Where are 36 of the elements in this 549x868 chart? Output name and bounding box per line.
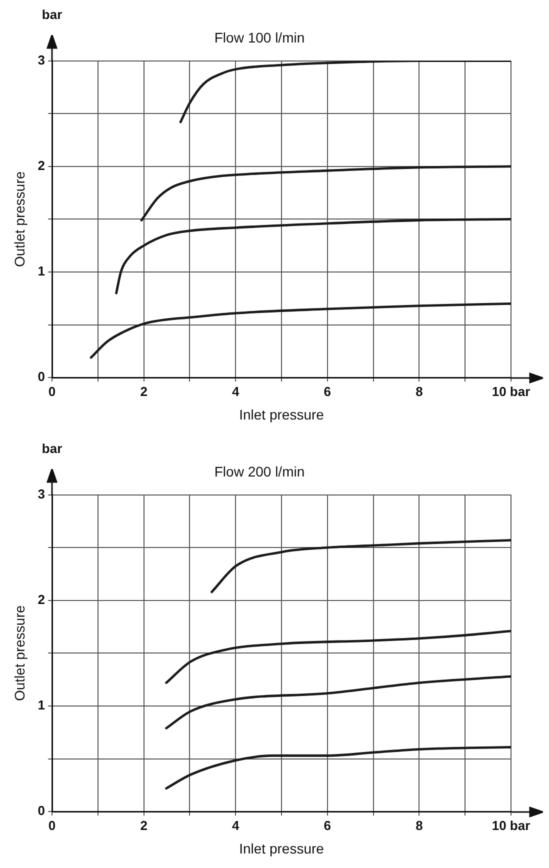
x-tick-label: 0 bbox=[48, 818, 56, 833]
x-tick-label: 6 bbox=[324, 818, 332, 833]
x-tick-label: 2 bbox=[140, 818, 148, 833]
chart-title: Flow 100 l/min bbox=[214, 29, 305, 46]
line-series bbox=[179, 60, 511, 124]
line-series bbox=[165, 746, 511, 790]
line-series bbox=[90, 302, 511, 359]
y-tick-label: 1 bbox=[38, 698, 46, 713]
y-tick-label: 2 bbox=[38, 592, 46, 607]
y-tick-label: 2 bbox=[38, 158, 46, 173]
x-tick-label: 2 bbox=[140, 384, 148, 399]
x-tick-label: 8 bbox=[416, 818, 423, 833]
text: bar bbox=[42, 441, 62, 456]
x-axis-title: Inlet pressure bbox=[239, 840, 324, 856]
x-tick-label: 0 bbox=[48, 384, 56, 399]
y-tick-label: 1 bbox=[38, 264, 46, 279]
line-series bbox=[115, 218, 511, 294]
x-tick-label: 10 bar bbox=[492, 384, 530, 399]
y-tick-label: 0 bbox=[38, 369, 46, 384]
x-axis-title: Inlet pressure bbox=[239, 406, 324, 422]
line-series bbox=[140, 165, 511, 222]
line-series bbox=[165, 630, 511, 684]
chart-title: Flow 200 l/min bbox=[214, 463, 305, 480]
text: bar bbox=[42, 7, 62, 22]
x-tick-label: 6 bbox=[324, 384, 332, 399]
y-axis-title: Outlet pressure bbox=[11, 605, 28, 702]
y-tick-label: 3 bbox=[38, 486, 46, 502]
x-tick-label: 10 bar bbox=[492, 818, 530, 833]
y-axis-title: Outlet pressure bbox=[11, 171, 28, 268]
line-series bbox=[210, 539, 511, 594]
y-tick-label: 3 bbox=[38, 52, 46, 68]
y-tick-label: 0 bbox=[38, 803, 46, 818]
line-series bbox=[165, 675, 511, 730]
x-tick-label: 4 bbox=[232, 384, 240, 399]
x-tick-label: 8 bbox=[416, 384, 423, 399]
x-tick-label: 4 bbox=[232, 818, 240, 833]
